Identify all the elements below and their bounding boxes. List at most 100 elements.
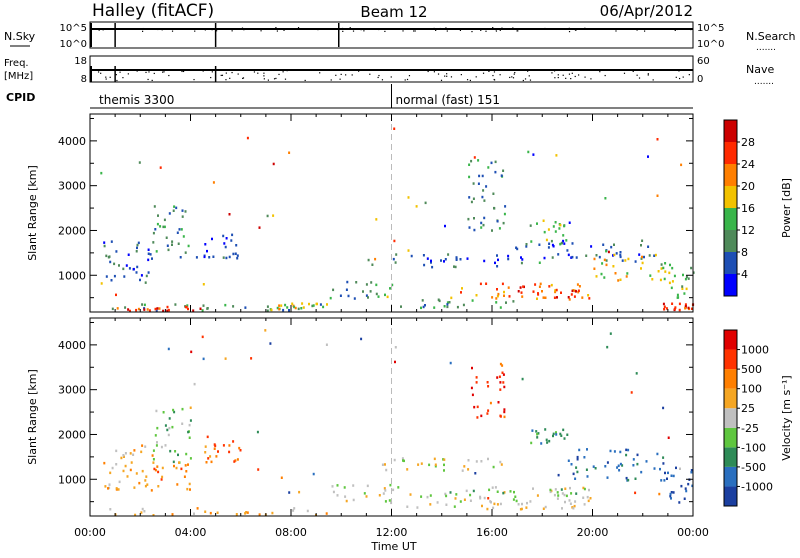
x-tick-label: 08:00 (275, 526, 307, 539)
nave-dot (369, 73, 371, 75)
data-pixel (668, 281, 671, 285)
data-pixel (471, 366, 473, 370)
data-pixel (487, 409, 490, 412)
data-pixel (658, 492, 661, 496)
nave-dot (408, 75, 411, 77)
data-pixel (428, 463, 431, 467)
data-pixel (236, 458, 239, 461)
data-pixel (632, 464, 635, 467)
data-pixel (420, 462, 423, 465)
data-pixel (554, 230, 557, 233)
data-pixel (138, 161, 141, 164)
data-pixel (207, 457, 210, 460)
data-pixel (459, 500, 462, 503)
data-pixel (177, 242, 180, 245)
data-pixel (475, 460, 478, 463)
data-pixel (645, 460, 648, 463)
data-pixel (446, 301, 449, 304)
data-pixel (234, 459, 237, 462)
data-pixel (215, 455, 218, 458)
data-pixel (557, 494, 560, 497)
data-pixel (573, 504, 576, 508)
data-pixel (503, 491, 506, 494)
data-pixel (613, 253, 616, 257)
data-pixel (653, 467, 656, 470)
data-pixel (172, 408, 175, 412)
data-pixel (329, 296, 332, 300)
data-pixel (211, 237, 213, 241)
data-pixel (682, 273, 684, 277)
data-pixel (552, 225, 555, 228)
nave-dot (340, 73, 342, 75)
data-pixel (410, 254, 413, 258)
data-pixel (284, 303, 287, 307)
noise-dot (574, 28, 576, 31)
data-pixel (154, 228, 157, 231)
data-pixel (146, 308, 149, 311)
nave-dot (446, 75, 448, 77)
data-pixel (154, 434, 157, 437)
data-pixel (228, 255, 231, 259)
panel-bg (90, 114, 693, 312)
data-pixel (104, 485, 107, 488)
data-pixel (657, 270, 660, 273)
data-pixel (473, 228, 476, 232)
nave-dot (97, 71, 100, 73)
power-panel: 1000 2000 3000 4000 Slant Range [km] (26, 113, 695, 313)
data-pixel (627, 257, 630, 261)
nsky-label: N.Sky (4, 30, 36, 43)
data-pixel (691, 484, 694, 488)
noise-dot (185, 28, 187, 30)
data-pixel (115, 293, 117, 297)
data-pixel (420, 306, 422, 310)
nave-dot (522, 79, 524, 82)
date-label: 06/Apr/2012 (600, 2, 693, 20)
data-pixel (184, 251, 187, 254)
data-pixel (416, 506, 419, 509)
data-pixel (501, 364, 504, 367)
data-pixel (530, 441, 533, 445)
data-pixel (555, 431, 557, 434)
data-pixel (531, 429, 534, 432)
data-pixel (525, 243, 528, 246)
data-pixel (567, 253, 570, 257)
data-pixel (505, 301, 507, 304)
data-pixel (448, 301, 451, 304)
data-pixel (634, 491, 637, 495)
data-pixel (502, 491, 505, 495)
noise-dot (511, 28, 514, 30)
data-pixel (496, 220, 499, 223)
data-pixel (103, 461, 106, 465)
data-pixel (549, 490, 552, 494)
data-pixel (537, 293, 540, 296)
nave-dot (253, 71, 256, 73)
data-pixel (168, 426, 171, 430)
data-pixel (160, 445, 163, 449)
data-pixel (389, 483, 392, 487)
colorbar-tick-label: 4 (741, 268, 748, 281)
nave-dot (221, 74, 224, 76)
data-pixel (480, 460, 483, 463)
data-pixel (538, 243, 541, 246)
noise-dot (459, 29, 462, 31)
data-pixel (429, 494, 432, 497)
y-tick-label: 1000 (58, 269, 86, 282)
y-tick-label: 4000 (58, 339, 86, 352)
nave-dot (145, 71, 147, 74)
data-pixel (670, 474, 673, 477)
data-pixel (292, 509, 295, 512)
data-pixel (264, 329, 267, 332)
data-pixel (493, 206, 495, 210)
data-pixel (542, 296, 545, 299)
data-pixel (557, 253, 560, 256)
data-pixel (312, 472, 315, 476)
data-pixel (225, 256, 228, 260)
data-pixel (483, 496, 486, 500)
nave-dot (647, 74, 649, 76)
nave-dot (527, 70, 529, 72)
data-pixel (213, 447, 216, 450)
data-pixel (497, 292, 500, 296)
data-pixel (583, 456, 586, 459)
data-pixel (641, 239, 644, 242)
data-pixel (463, 465, 466, 468)
